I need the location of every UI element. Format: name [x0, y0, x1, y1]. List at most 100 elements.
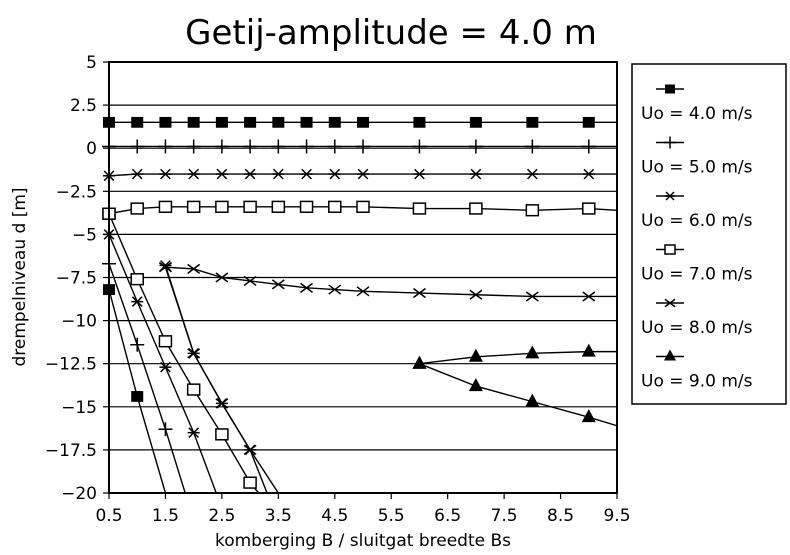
data-point	[581, 139, 596, 154]
data-point	[187, 348, 201, 359]
data-point	[581, 409, 596, 423]
legend-label: Uo = 9.0 m/s	[641, 372, 753, 392]
x-tick-label: 5.5	[378, 506, 405, 526]
y-tick-label: −15	[61, 398, 97, 418]
data-point	[664, 136, 676, 149]
data-point	[357, 116, 369, 128]
x-tick-label: 6.5	[434, 506, 461, 526]
x-tick-label: 1.5	[152, 506, 179, 526]
data-point	[664, 349, 676, 361]
data-point	[159, 116, 172, 128]
data-point	[243, 275, 257, 287]
data-point	[271, 200, 286, 213]
data-point	[159, 361, 172, 373]
data-point	[186, 383, 201, 396]
x-tick-label: 9.5	[603, 506, 630, 526]
x-tick-label: 0.5	[95, 506, 122, 526]
data-point	[581, 343, 596, 357]
data-point	[215, 398, 229, 409]
data-point	[130, 139, 145, 154]
data-point	[525, 204, 540, 217]
data-point	[159, 168, 172, 180]
data-point	[244, 116, 257, 128]
legend-frame	[631, 63, 787, 405]
x-tick-label: 4.5	[321, 506, 348, 526]
data-point	[243, 200, 257, 213]
data-point	[158, 200, 173, 213]
data-point	[243, 476, 257, 489]
data-point	[469, 202, 483, 215]
data-point	[469, 168, 482, 180]
x-tick-label: 7.5	[491, 506, 518, 526]
data-point	[413, 168, 426, 180]
data-point	[299, 139, 314, 154]
legend-label: Uo = 5.0 m/s	[641, 158, 753, 178]
legend-item: Uo = 5.0 m/s	[641, 136, 753, 178]
data-point	[215, 168, 228, 180]
x-axis-label: komberging B / sluitgat breedte Bs	[215, 531, 511, 551]
legend-label: Uo = 7.0 m/s	[641, 265, 753, 285]
x-tick-label: 3.5	[265, 506, 292, 526]
data-point	[469, 289, 483, 300]
data-point	[131, 296, 144, 307]
data-point	[328, 200, 342, 213]
data-point	[243, 444, 257, 455]
data-point	[158, 139, 173, 154]
data-point	[665, 191, 675, 201]
legend-item: Uo = 4.0 m/s	[641, 84, 753, 124]
data-point	[328, 284, 342, 295]
y-tick-labels: 5 2.5 0 −2.5 −5 −7.5 −10 −12.5 −15 −17.5 −20	[45, 53, 109, 504]
data-point	[582, 168, 595, 180]
data-point	[187, 263, 201, 274]
y-tick-label: −17.5	[45, 441, 97, 461]
data-point	[271, 139, 286, 154]
data-point	[215, 428, 229, 441]
data-point	[243, 139, 258, 154]
y-tick-label: 5	[86, 53, 97, 73]
data-point	[130, 202, 144, 215]
data-point	[468, 348, 483, 362]
data-point	[468, 378, 483, 392]
data-point	[356, 286, 370, 297]
data-point	[356, 139, 370, 154]
data-point	[215, 272, 229, 283]
data-point	[187, 116, 200, 128]
data-point	[186, 139, 201, 154]
data-point	[300, 282, 314, 293]
data-point	[356, 200, 370, 213]
legend-item: Uo = 7.0 m/s	[641, 244, 753, 285]
data-point	[272, 116, 285, 128]
y-tick-label: 2.5	[70, 96, 97, 116]
data-point	[412, 355, 427, 369]
data-point	[526, 116, 539, 128]
data-point	[469, 116, 482, 128]
legend-label: Uo = 8.0 m/s	[641, 318, 753, 338]
y-axis-label: drempelniveau d [m]	[10, 187, 30, 366]
data-point	[130, 273, 144, 286]
series-line	[164, 266, 279, 494]
x-tick-labels: 0.5 1.5 2.5 3.5 4.5 5.5 6.5 7.5 8.5 9.5	[95, 493, 631, 526]
data-point	[412, 287, 426, 299]
series-line	[108, 263, 186, 494]
legend-item: Uo = 6.0 m/s	[641, 191, 753, 231]
series-line	[164, 265, 268, 494]
data-point	[357, 168, 369, 180]
y-tick-label: −10	[61, 312, 97, 332]
y-tick-label: −12.5	[45, 355, 97, 375]
data-point	[186, 200, 201, 213]
markers	[102, 116, 596, 489]
data-point	[664, 298, 676, 308]
data-point	[215, 116, 228, 128]
data-point	[328, 168, 341, 180]
data-point	[582, 202, 596, 215]
data-point	[131, 168, 144, 180]
data-point	[412, 202, 427, 215]
data-point	[328, 116, 341, 128]
data-point	[582, 116, 595, 128]
legend: Uo = 4.0 m/s Uo = 5.0 m/s Uo = 6.0 m/s Uo =…	[631, 63, 787, 405]
data-point	[158, 262, 172, 273]
legend-label: Uo = 4.0 m/s	[641, 104, 753, 124]
data-point	[582, 291, 596, 302]
x-tick-label: 8.5	[547, 506, 574, 526]
